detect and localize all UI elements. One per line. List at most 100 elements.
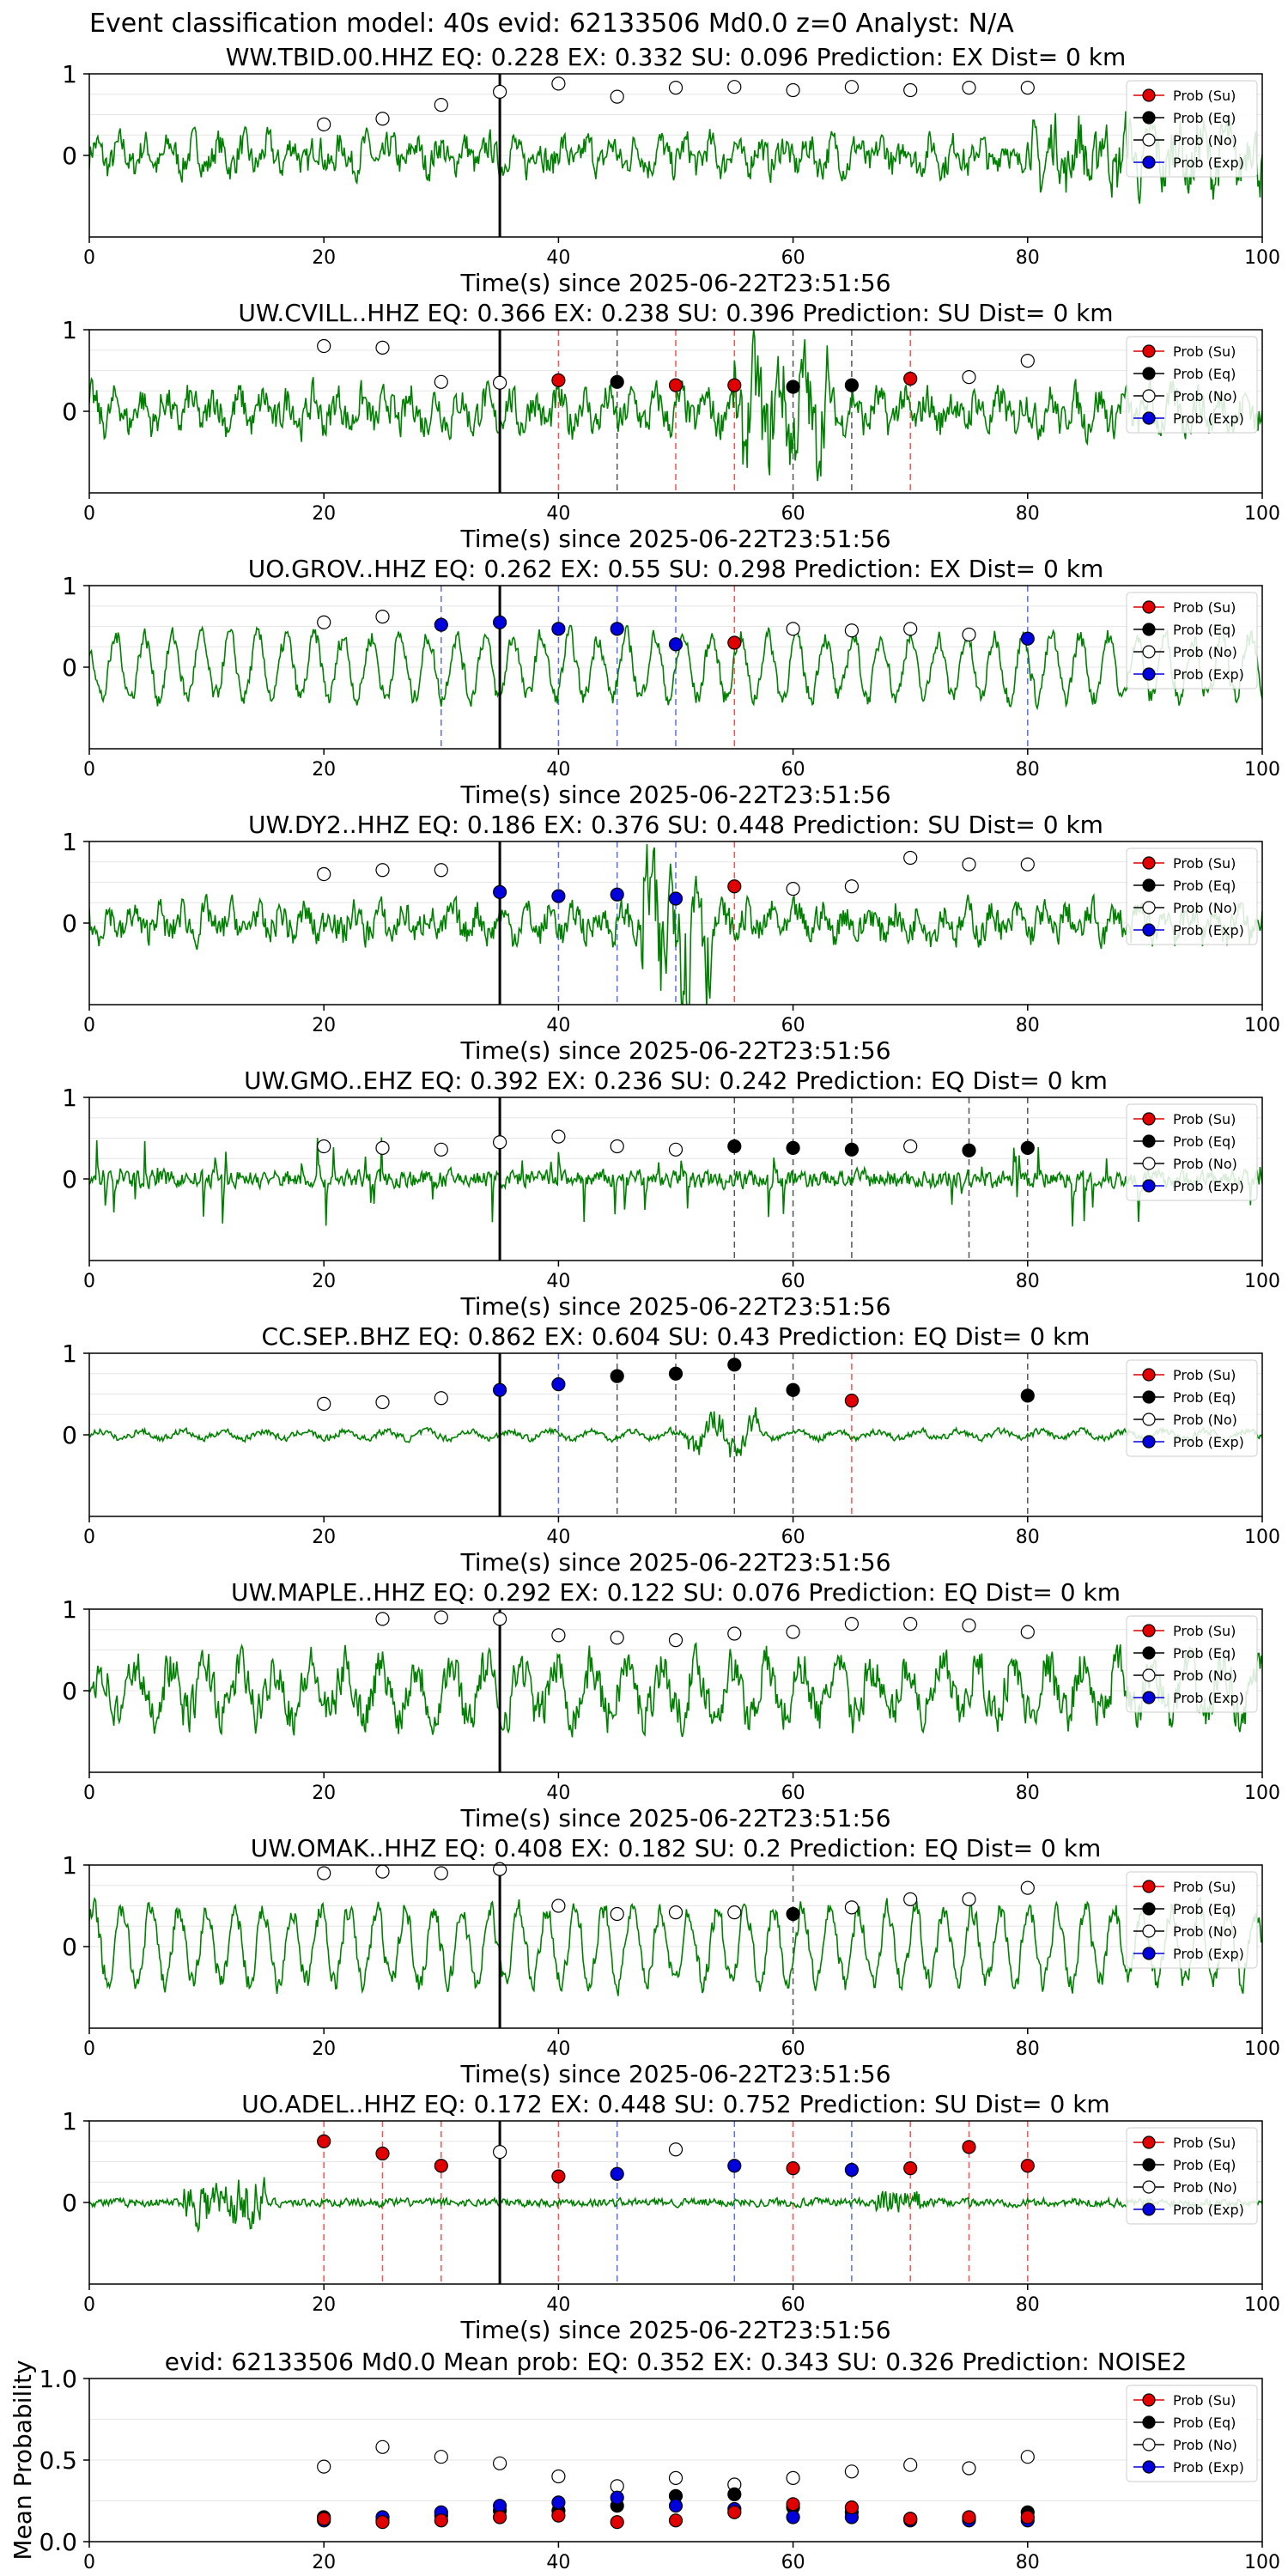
mean-prob-point-su <box>317 2512 331 2526</box>
x-tick-label: 60 <box>781 1015 805 1036</box>
y-tick-label: 1 <box>62 316 77 344</box>
legend-label: Prob (No) <box>1173 2437 1237 2453</box>
legend-label: Prob (Su) <box>1173 343 1236 360</box>
panel-title: UW.DY2..HHZ EQ: 0.186 EX: 0.376 SU: 0.44… <box>248 811 1103 839</box>
legend-label: Prob (Eq) <box>1173 2157 1236 2173</box>
prob-point-no <box>1020 354 1035 368</box>
mean-prob-point-exp <box>786 2510 800 2524</box>
prob-point-no <box>727 1905 742 1920</box>
mean-prob-point-exp <box>610 2490 624 2505</box>
prob-point-no <box>844 1616 860 1631</box>
x-axis-label: Time(s) since 2025-06-22T23:51:56 <box>459 1548 890 1577</box>
mean-prob-point-no <box>551 2469 566 2484</box>
prob-point-no <box>962 1618 976 1633</box>
legend-marker-eq <box>1142 1646 1156 1660</box>
x-tick-label: 40 <box>546 1527 570 1548</box>
prob-point-exp <box>492 884 507 900</box>
prob-point-no <box>492 1135 507 1150</box>
legend-label: Prob (Exp) <box>1173 1690 1244 1706</box>
legend-label: Prob (No) <box>1173 1156 1237 1172</box>
prob-point-no <box>610 1906 624 1922</box>
mean-prob-point-su <box>1020 2510 1035 2524</box>
prob-point-no <box>551 76 566 91</box>
x-tick-label: 20 <box>312 503 336 525</box>
x-tick-label: 100 <box>1244 1527 1280 1548</box>
axes-frame <box>88 841 1263 1005</box>
legend-label: Prob (Su) <box>1173 1879 1236 1895</box>
y-tick-label: 1 <box>62 1084 77 1112</box>
x-tick-label: 80 <box>1016 1527 1040 1548</box>
x-tick-label: 40 <box>546 2294 570 2316</box>
x-tick-label: 0 <box>83 2038 95 2060</box>
legend-label: Prob (No) <box>1173 2179 1237 2196</box>
x-tick-label: 100 <box>1244 759 1280 781</box>
legend-box <box>1126 2385 1258 2482</box>
mean-prob-point-su <box>551 2508 566 2523</box>
x-tick-label: 60 <box>781 503 805 525</box>
prob-point-no <box>551 1628 566 1643</box>
prob-point-su <box>551 373 566 387</box>
axes-frame <box>88 1097 1263 1261</box>
legend-label: Prob (No) <box>1173 644 1237 660</box>
prob-point-exp <box>434 617 448 632</box>
prob-point-no <box>375 1864 390 1879</box>
x-axis-label: Time(s) since 2025-06-22T23:51:56 <box>459 781 890 809</box>
legend-marker-no <box>1142 1413 1156 1426</box>
prob-point-no <box>668 1632 683 1648</box>
prob-point-eq <box>610 374 624 389</box>
prob-point-no <box>903 1139 918 1154</box>
legend-label: Prob (Eq) <box>1173 1389 1236 1406</box>
prob-point-no <box>1020 81 1035 95</box>
prob-point-no <box>434 97 448 112</box>
prob-point-su <box>317 2134 331 2148</box>
plot-area <box>89 111 1262 204</box>
prob-point-no <box>375 1612 390 1626</box>
prob-point-no <box>492 375 507 390</box>
prob-point-su <box>786 2161 800 2176</box>
prob-point-exp <box>610 887 624 902</box>
mean-prob-point-eq <box>727 2487 742 2501</box>
x-axis-label: Time(s) since 2025-06-22T23:51:56 <box>459 1036 890 1065</box>
legend-marker-su <box>1142 600 1156 614</box>
x-tick-label: 100 <box>1244 2294 1280 2316</box>
panel-title: CC.SEP..BHZ EQ: 0.862 EX: 0.604 SU: 0.43… <box>262 1322 1091 1351</box>
legend-label: Prob (Eq) <box>1173 366 1236 382</box>
plot-area <box>89 841 1262 1005</box>
prob-point-eq <box>786 1140 800 1156</box>
legend-label: Prob (Su) <box>1173 1367 1236 1383</box>
prob-point-no <box>610 1631 624 1645</box>
prob-point-no <box>434 1391 448 1406</box>
panel-title: UW.OMAK..HHZ EQ: 0.408 EX: 0.182 SU: 0.2… <box>251 1834 1102 1862</box>
legend-label: Prob (Su) <box>1173 855 1236 872</box>
legend-marker-su <box>1142 1624 1156 1637</box>
legend-marker-no <box>1142 1668 1156 1682</box>
x-axis-label: Time(s) since 2025-06-22T23:51:56 <box>459 269 890 297</box>
x-tick-label: 40 <box>546 2038 570 2060</box>
legend-box <box>1126 1103 1258 1201</box>
mean-prob-point-no <box>844 2464 860 2479</box>
prob-point-su <box>375 2146 390 2161</box>
axes-frame <box>88 73 1263 238</box>
x-tick-label: 0 <box>83 1271 95 1292</box>
x-tick-label: 80 <box>1016 1783 1040 1804</box>
prob-point-no <box>610 89 624 104</box>
legend: Prob (Su) Prob (Eq) Prob (No) Prob (Exp) <box>1126 80 1258 178</box>
legend-label: Prob (Eq) <box>1173 1901 1236 1917</box>
x-axis-label: Time(s) since 2025-06-22T23:51:56 <box>459 1292 890 1321</box>
legend-label: Prob (Eq) <box>1173 1133 1236 1150</box>
x-tick-label: 80 <box>1016 759 1040 781</box>
mean-prob-point-su <box>844 2500 860 2515</box>
x-tick-label: 40 <box>546 1015 570 1036</box>
prob-point-no <box>668 1142 683 1157</box>
prob-point-no <box>551 1899 566 1913</box>
prob-point-no <box>1020 1880 1035 1895</box>
legend: Prob (Su) Prob (Eq) Prob (No) Prob (Exp) <box>1126 1359 1258 1457</box>
legend: Prob (Su) Prob (Eq) Prob (No) Prob (Exp) <box>1126 592 1258 690</box>
x-tick-label: 0 <box>83 2552 95 2573</box>
prob-point-no <box>434 1610 448 1625</box>
prob-point-no <box>317 866 331 882</box>
panel-1: WW.TBID.00.HHZ EQ: 0.228 EX: 0.332 SU: 0… <box>62 43 1280 297</box>
x-tick-label: 0 <box>83 1527 95 1548</box>
prob-point-no <box>434 374 448 389</box>
prob-point-eq <box>844 378 860 392</box>
